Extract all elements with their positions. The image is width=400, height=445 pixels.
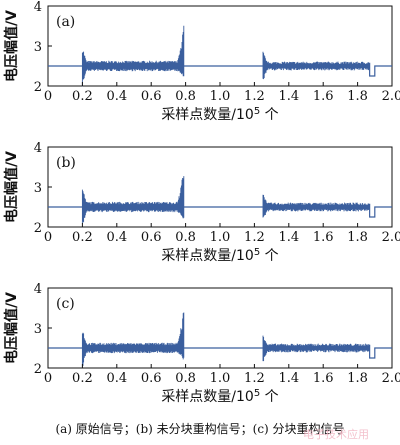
signal-burst bbox=[262, 194, 370, 218]
x-tick-label: 0 bbox=[44, 89, 52, 104]
signal-step-tail bbox=[369, 344, 392, 359]
signal-step-tail bbox=[369, 62, 392, 77]
x-tick-label: 1.2 bbox=[244, 230, 265, 245]
x-tick-label: 1.6 bbox=[313, 371, 334, 386]
x-tick-label: 0.8 bbox=[175, 371, 196, 386]
panel-label: (a) bbox=[56, 14, 75, 30]
y-axis-label: 电压幅值/V bbox=[3, 292, 20, 364]
x-tick-label: 0.8 bbox=[175, 230, 196, 245]
panel-label: (c) bbox=[56, 296, 75, 312]
x-tick-label: 1.8 bbox=[347, 89, 368, 104]
y-tick-label: 4 bbox=[34, 282, 42, 297]
x-tick-label: 0 bbox=[44, 371, 52, 386]
signal-burst bbox=[81, 176, 185, 224]
x-tick-label: 1.4 bbox=[278, 371, 299, 386]
x-tick-label: 0.2 bbox=[72, 230, 93, 245]
signal-burst bbox=[81, 25, 185, 87]
y-tick-label: 3 bbox=[34, 322, 42, 337]
x-axis-label: 采样点数量/105 个 bbox=[161, 388, 278, 406]
y-tick-label: 2 bbox=[34, 221, 42, 236]
x-tick-label: 0.4 bbox=[106, 89, 127, 104]
x-tick-label: 1.8 bbox=[347, 371, 368, 386]
x-tick-label: 1.0 bbox=[210, 230, 231, 245]
x-tick-label: 2.0 bbox=[382, 230, 400, 245]
y-tick-label: 4 bbox=[34, 0, 42, 15]
figure-caption: (a) 原始信号；(b) 未分块重构信号；(c) 分块重构信号 bbox=[55, 422, 345, 436]
signal-burst bbox=[81, 312, 185, 368]
y-tick-label: 3 bbox=[34, 181, 42, 196]
x-tick-label: 1.4 bbox=[278, 89, 299, 104]
y-tick-label: 3 bbox=[34, 40, 42, 55]
y-axis-label: 电压幅值/V bbox=[3, 151, 20, 223]
x-tick-label: 1.6 bbox=[313, 230, 334, 245]
x-tick-label: 2.0 bbox=[382, 371, 400, 386]
x-tick-label: 1.0 bbox=[210, 371, 231, 386]
x-tick-label: 0.8 bbox=[175, 89, 196, 104]
x-tick-label: 0.6 bbox=[141, 89, 162, 104]
x-tick-label: 0.6 bbox=[141, 371, 162, 386]
x-tick-label: 1.6 bbox=[313, 89, 334, 104]
y-tick-label: 2 bbox=[34, 80, 42, 95]
x-tick-label: 0.2 bbox=[72, 89, 93, 104]
signal-step-tail bbox=[369, 203, 392, 218]
x-tick-label: 0.2 bbox=[72, 371, 93, 386]
plot-frame bbox=[47, 287, 393, 369]
x-tick-label: 1.2 bbox=[244, 89, 265, 104]
x-tick-label: 1.8 bbox=[347, 230, 368, 245]
panel-label: (b) bbox=[56, 155, 76, 171]
x-tick-label: 0 bbox=[44, 230, 52, 245]
plot-frame bbox=[47, 5, 393, 87]
x-tick-label: 1.2 bbox=[244, 371, 265, 386]
y-axis-label: 电压幅值/V bbox=[3, 10, 20, 82]
y-tick-label: 2 bbox=[34, 362, 42, 377]
y-tick-label: 4 bbox=[34, 141, 42, 156]
x-tick-label: 2.0 bbox=[382, 89, 400, 104]
x-tick-label: 0.4 bbox=[106, 230, 127, 245]
x-tick-label: 0.6 bbox=[141, 230, 162, 245]
plot-frame bbox=[47, 146, 393, 228]
x-tick-label: 1.4 bbox=[278, 230, 299, 245]
x-tick-label: 1.0 bbox=[210, 89, 231, 104]
signal-burst bbox=[262, 51, 370, 80]
x-tick-label: 0.4 bbox=[106, 371, 127, 386]
x-axis-label: 采样点数量/105 个 bbox=[161, 106, 278, 124]
signal-burst bbox=[262, 335, 370, 362]
watermark-text: 电子技术应用 bbox=[303, 428, 369, 441]
x-axis-label: 采样点数量/105 个 bbox=[161, 247, 278, 265]
